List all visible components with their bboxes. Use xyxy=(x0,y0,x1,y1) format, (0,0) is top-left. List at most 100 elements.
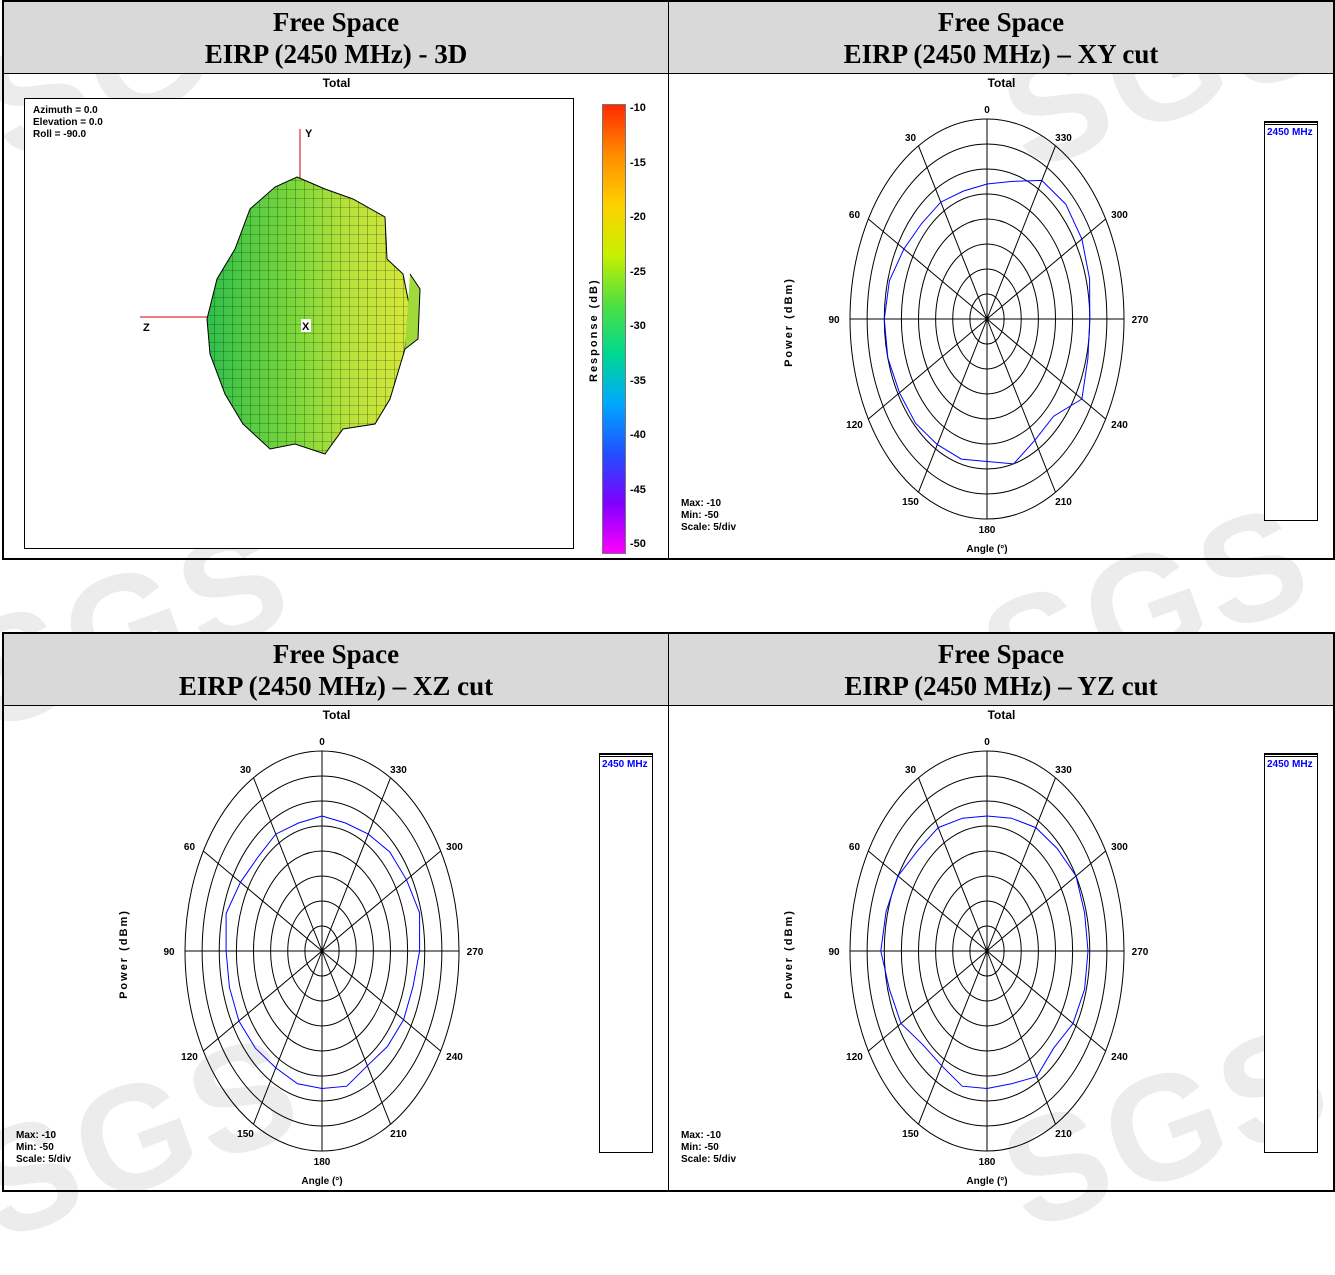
angle-tick-label: 270 xyxy=(1132,315,1149,326)
colorbar-label: Response (dB) xyxy=(588,278,600,382)
header-line1: Free Space xyxy=(937,638,1065,669)
legend-item: 2450 MHz xyxy=(600,754,652,772)
angle-tick-label: 120 xyxy=(846,420,863,431)
x-axis-label: Angle (°) xyxy=(301,1176,343,1187)
roll-label: Roll = -90.0 xyxy=(33,129,87,140)
polar-chart: 0 330 300 270 240 210 180 150 120 90 60 30 xyxy=(828,105,1149,536)
colorbar-tick: -35 xyxy=(630,374,646,387)
panel-3d: Free Space EIRP (2450 MHz) - 3D Total Az… xyxy=(2,0,669,560)
panel-header: Free Space EIRP (2450 MHz) - 3D xyxy=(4,2,668,74)
angle-tick-label: 300 xyxy=(1111,210,1128,221)
grid-spoke xyxy=(918,950,988,1125)
x-axis-label: Angle (°) xyxy=(966,1176,1008,1187)
panel-header: Free Space EIRP (2450 MHz) – YZ cut xyxy=(669,634,1333,706)
angle-tick-label: 180 xyxy=(979,525,996,536)
grid-spoke xyxy=(918,318,988,493)
colorbar-tick: -40 xyxy=(630,429,646,441)
plot-title: Total xyxy=(322,76,351,90)
angle-tick-label: 270 xyxy=(1132,947,1149,958)
angle-tick-label: 90 xyxy=(828,315,840,326)
header-line2: EIRP (2450 MHz) – YZ cut xyxy=(844,670,1158,701)
legend: 2450 MHz xyxy=(1264,753,1318,1153)
grid-spoke xyxy=(918,145,988,320)
polar-plot-xy: Total Power (dBm) Angle (°) Max: -10 Min: -5… xyxy=(669,74,1333,558)
panel-yz-cut: Free Space EIRP (2450 MHz) – YZ cut Tota… xyxy=(668,632,1335,1192)
grid-spoke xyxy=(986,318,1056,493)
scale-info-scale: Scale: 5/div xyxy=(681,1154,737,1165)
header-line1: Free Space xyxy=(937,6,1065,37)
grid-spoke xyxy=(203,950,323,1052)
grid-spoke xyxy=(321,950,391,1125)
angle-tick-label: 330 xyxy=(1055,765,1072,776)
grid-spoke xyxy=(986,950,1056,1125)
plot-title: Total xyxy=(322,708,351,722)
plot-3d: Total Azimuth = 0.0 Elevation = 0.0 Roll… xyxy=(4,74,668,558)
angle-tick-label: 0 xyxy=(984,737,990,748)
angle-tick-label: 120 xyxy=(181,1052,198,1063)
panel-header: Free Space EIRP (2450 MHz) – XZ cut xyxy=(4,634,668,706)
grid-spoke xyxy=(868,218,988,320)
z-axis-label: Z xyxy=(143,322,150,334)
angle-tick-label: 240 xyxy=(1111,1052,1128,1063)
plot-title: Total xyxy=(987,708,1016,722)
angle-tick-label: 120 xyxy=(846,1052,863,1063)
angle-tick-label: 300 xyxy=(446,842,463,853)
angle-tick-label: 210 xyxy=(390,1129,407,1140)
grid-spoke xyxy=(321,950,441,1052)
grid-spoke xyxy=(868,950,988,1052)
colorbar-tick: -15 xyxy=(630,156,646,169)
angle-tick-label: 300 xyxy=(1111,842,1128,853)
header-line2: EIRP (2450 MHz) – XZ cut xyxy=(178,670,494,701)
angle-tick-label: 60 xyxy=(184,842,196,853)
angle-tick-label: 0 xyxy=(984,105,990,116)
grid-spoke xyxy=(986,318,1106,420)
colorbar-tick: -25 xyxy=(630,265,646,278)
grid-spoke xyxy=(321,850,441,952)
grid-spoke xyxy=(986,145,1056,320)
azimuth-label: Azimuth = 0.0 xyxy=(33,105,98,116)
elevation-label: Elevation = 0.0 xyxy=(33,117,103,128)
grid-spoke xyxy=(986,218,1106,320)
grid-spoke xyxy=(203,850,323,952)
grid-spoke xyxy=(321,777,391,952)
colorbar-tick: -20 xyxy=(630,211,646,223)
bottom-panel-table: Free Space EIRP (2450 MHz) – XZ cut Tota… xyxy=(2,632,1335,1192)
legend: 2450 MHz xyxy=(599,753,653,1153)
top-panel-table: Free Space EIRP (2450 MHz) - 3D Total Az… xyxy=(2,0,1335,560)
legend: 2450 MHz xyxy=(1264,121,1318,521)
angle-tick-label: 30 xyxy=(240,765,252,776)
grid-spoke xyxy=(253,950,323,1125)
scale-info-scale: Scale: 5/div xyxy=(16,1154,72,1165)
angle-tick-label: 90 xyxy=(163,947,175,958)
scale-info-max: Max: -10 xyxy=(681,498,722,509)
angle-tick-label: 150 xyxy=(237,1129,254,1140)
angle-tick-label: 330 xyxy=(390,765,407,776)
angle-tick-label: 60 xyxy=(849,210,861,221)
angle-tick-label: 30 xyxy=(905,133,917,144)
header-line1: Free Space xyxy=(272,638,400,669)
angle-tick-label: 90 xyxy=(828,947,840,958)
grid-spoke xyxy=(918,777,988,952)
colorbar-tick: -50 xyxy=(630,538,646,550)
scale-info: Max: -10 Min: -50 Scale: 5/div xyxy=(681,498,736,534)
polar-plot-xz: Total Power (dBm) Angle (°) Max: -10 Min: -5… xyxy=(4,706,668,1190)
angle-tick-label: 0 xyxy=(319,737,325,748)
colorbar xyxy=(602,104,626,554)
plot-title: Total xyxy=(987,76,1016,90)
angle-tick-label: 180 xyxy=(314,1157,331,1168)
colorbar-tick: -45 xyxy=(630,483,646,496)
angle-tick-label: 30 xyxy=(905,765,917,776)
angle-tick-label: 270 xyxy=(467,947,484,958)
polar-plot-yz: Total Power (dBm) Angle (°) Max: -10 Min: -5… xyxy=(669,706,1333,1190)
angle-tick-label: 240 xyxy=(1111,420,1128,431)
grid-spoke xyxy=(868,850,988,952)
colorbar-tick: -10 xyxy=(630,102,646,114)
scale-info-min: Min: -50 xyxy=(681,510,719,521)
header-line2: EIRP (2450 MHz) – XY cut xyxy=(843,38,1159,69)
angle-tick-label: 330 xyxy=(1055,133,1072,144)
3d-pattern: Y Z X xyxy=(140,128,421,455)
grid-spoke xyxy=(986,950,1106,1052)
header-line1: Free Space xyxy=(272,6,400,37)
series-line-2450mhz xyxy=(883,179,1091,465)
angle-tick-label: 210 xyxy=(1055,497,1072,508)
